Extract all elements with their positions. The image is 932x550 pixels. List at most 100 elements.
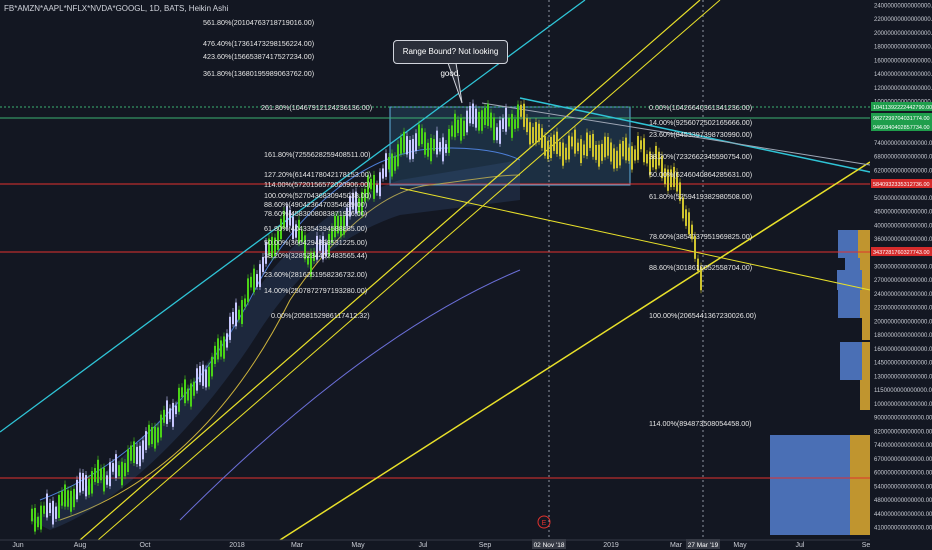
y-tick-label: 2400000000000000.00	[874, 292, 932, 298]
candle-body	[673, 166, 675, 187]
candle-body	[142, 440, 144, 460]
volume-profile-bar-blue	[838, 230, 858, 258]
price-tag-label: 3437281760327743.00	[873, 250, 930, 256]
volume-profile-bar-gold	[862, 342, 870, 380]
candle-body	[235, 302, 237, 327]
candle-body	[121, 461, 123, 486]
candle-body	[46, 493, 48, 518]
fib-label-upper: 423.60%(15665387417527234.00)	[203, 52, 314, 61]
candle-body	[418, 124, 420, 146]
candle-body	[577, 142, 579, 152]
candle-body	[532, 127, 534, 144]
candle-body	[616, 150, 618, 169]
crosshair-date-label: 27 Mar '19	[688, 542, 719, 549]
y-tick-label: 540000000000000.00	[874, 484, 932, 490]
volume-profile-bar-blue	[845, 258, 860, 270]
candle-body	[100, 468, 102, 481]
fib-label-upper: 161.80%(7255628259408511.00)	[264, 150, 371, 159]
yellow-support-line	[279, 161, 871, 541]
candle-body	[475, 108, 477, 128]
candle-body	[313, 251, 315, 261]
candle-body	[580, 139, 582, 164]
candle-body	[79, 472, 81, 493]
candle-body	[337, 215, 339, 234]
y-tick-label: 7400000000000000.00	[874, 141, 932, 147]
fib-label-upper: 114.00%(5720156572020906.00)	[264, 180, 371, 189]
candle-body	[625, 137, 627, 161]
candle-body	[91, 471, 93, 494]
candle-body	[538, 123, 540, 142]
candle-body	[574, 129, 576, 154]
candle-body	[40, 505, 42, 530]
price-tag-bg	[871, 179, 932, 188]
candle-body	[286, 205, 288, 228]
fib-label-right: 61.80%(5259419382980508.00)	[649, 192, 752, 201]
cyan-channel-upper	[0, 0, 586, 433]
candle-body	[670, 169, 672, 188]
candle-body	[472, 103, 474, 124]
y-tick-label: 16000000000000000.00	[874, 58, 932, 64]
candle-body	[529, 122, 531, 145]
x-tick-label: Mar	[670, 542, 683, 549]
annotation-callout[interactable]: Range Bound? Not looking good.	[393, 40, 508, 78]
candle-body	[307, 255, 309, 265]
fib-label-upper: 78.60%(4583008083871926.00)	[264, 209, 367, 218]
y-tick-label: 6200000000000000.00	[874, 168, 932, 174]
volume-profile-bar-blue	[770, 435, 850, 535]
candle-body	[655, 145, 657, 170]
x-tick-label: Oct	[140, 542, 151, 549]
volume-profile-bar-blue	[838, 290, 860, 318]
candle-body	[694, 235, 696, 259]
candle-body	[667, 169, 669, 191]
y-tick-label: 2000000000000000.00	[874, 319, 932, 325]
candle-body	[88, 478, 90, 495]
candle-body	[340, 216, 342, 237]
candle-body	[571, 136, 573, 147]
candle-body	[118, 465, 120, 477]
candle-body	[427, 142, 429, 157]
candle-body	[445, 144, 447, 153]
candle-body	[325, 242, 327, 257]
candle-body	[67, 490, 69, 507]
candle-body	[700, 266, 702, 291]
candle-body	[373, 174, 375, 199]
candle-body	[229, 316, 231, 340]
candle-body	[289, 210, 291, 226]
candle-body	[589, 135, 591, 148]
yellow-fan-line	[399, 187, 871, 291]
y-tick-label: 2700000000000000.00	[874, 278, 932, 284]
candle-body	[619, 143, 621, 166]
candle-body	[217, 338, 219, 360]
candle-body	[382, 168, 384, 179]
candle-body	[271, 236, 273, 258]
candle-body	[154, 426, 156, 449]
earnings-marker-label: E	[542, 520, 547, 527]
candle-body	[139, 445, 141, 467]
candle-body	[109, 462, 111, 487]
fib-label-upper: 476.40%(17361473298156224.00)	[203, 39, 314, 48]
candle-body	[94, 468, 96, 482]
candle-body	[322, 236, 324, 260]
candle-body	[106, 475, 108, 485]
candle-body	[526, 117, 528, 133]
candle-body	[499, 120, 501, 144]
candle-body	[433, 139, 435, 151]
candle-body	[370, 178, 372, 190]
crosshair-date-label: 02 Nov '18	[534, 542, 565, 549]
candle-body	[631, 146, 633, 170]
candle-body	[652, 155, 654, 168]
volume-profile-bar-gold	[858, 230, 870, 258]
y-tick-label: 22000000000000000.00	[874, 17, 932, 23]
candle-body	[601, 143, 603, 161]
fib-label-right: 23.60%(8453397398730990.00)	[649, 130, 752, 139]
fib-label-right: 0.00%(10426640361341236.00)	[649, 103, 752, 112]
x-tick-label: Jul	[419, 542, 428, 549]
candle-body	[682, 197, 684, 219]
candle-body	[385, 153, 387, 177]
crosshair-date-bg	[532, 539, 566, 549]
candle-body	[316, 235, 318, 260]
candle-body	[610, 142, 612, 162]
y-tick-label: 900000000000000.00	[874, 416, 932, 422]
candle-body	[172, 402, 174, 427]
